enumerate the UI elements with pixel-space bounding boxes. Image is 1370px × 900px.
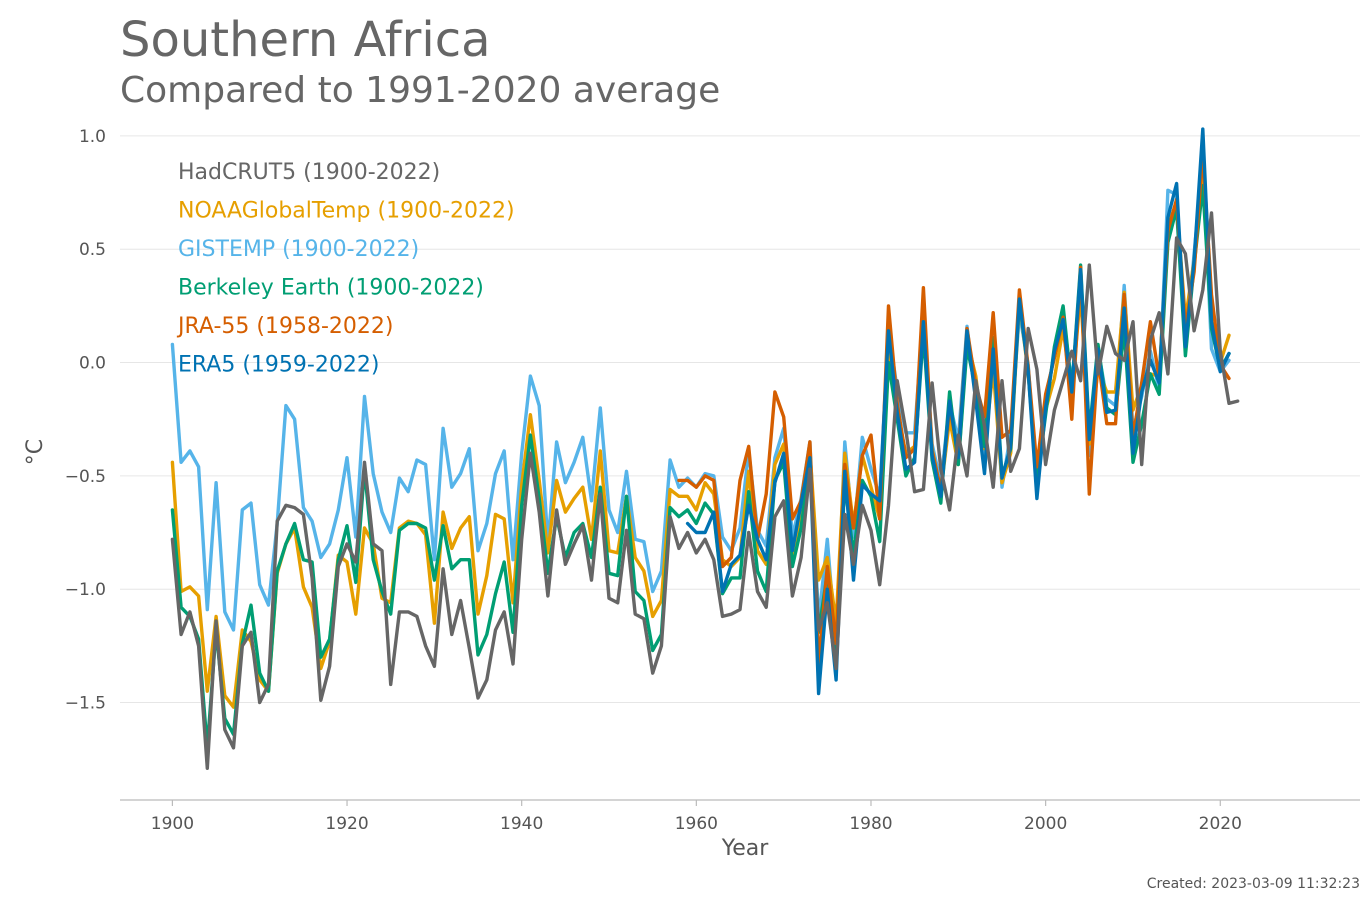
x-tick-label: 2020 xyxy=(1199,814,1242,834)
y-tick-label: −0.5 xyxy=(65,467,106,487)
y-tick-label: 1.0 xyxy=(79,127,106,147)
axes: 1.0 0.5 0.0 −0.5 −1.0 −1.5 1900 1920 1940 1960 198… xyxy=(23,127,1360,861)
x-tick-label: 1960 xyxy=(675,814,718,834)
y-axis-label: °C xyxy=(23,439,48,465)
x-tick-label: 1920 xyxy=(325,814,368,834)
x-tick-label: 1940 xyxy=(500,814,543,834)
chart-title: Southern Africa xyxy=(120,12,491,68)
x-tick-label: 1980 xyxy=(849,814,892,834)
y-tick-label: 0.5 xyxy=(79,240,106,260)
series-line-noaaglobaltemp xyxy=(170,161,1231,709)
legend-entry: NOAAGlobalTemp (1900-2022) xyxy=(178,199,515,224)
series-line-hadcrut5 xyxy=(170,211,1240,770)
series-lines xyxy=(170,127,1240,770)
y-tick-label: −1.0 xyxy=(65,580,106,600)
legend-entry: GISTEMP (1900-2022) xyxy=(178,237,419,262)
x-tick-label: 1900 xyxy=(151,814,194,834)
legend-entry: ERA5 (1959-2022) xyxy=(178,353,379,378)
series-line-era5 xyxy=(685,127,1231,696)
chart-subtitle: Compared to 1991-2020 average xyxy=(120,70,721,111)
legend: HadCRUT5 (1900-2022) NOAAGlobalTemp (1900… xyxy=(176,160,515,378)
legend-entry: Berkeley Earth (1900-2022) xyxy=(178,276,484,301)
legend-entry: JRA-55 (1958-2022) xyxy=(176,314,393,339)
legend-entry: HadCRUT5 (1900-2022) xyxy=(178,160,440,185)
x-axis-label: Year xyxy=(721,836,770,861)
x-tick-label: 2000 xyxy=(1024,814,1067,834)
created-timestamp: Created: 2023-03-09 11:32:23 xyxy=(1146,876,1360,892)
y-tick-label: 0.0 xyxy=(79,354,106,374)
y-tick-label: −1.5 xyxy=(65,694,106,714)
